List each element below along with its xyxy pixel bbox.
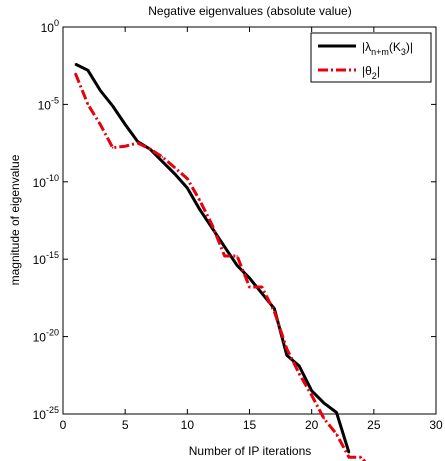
chart-title: Negative eigenvalues (absolute value) [148, 4, 351, 18]
data-point [136, 142, 139, 144]
legend-label-lambda: |λn+m(K3)| [362, 40, 413, 57]
data-point [186, 187, 189, 189]
data-point [124, 123, 126, 126]
data-point [286, 348, 288, 350]
x-tick-label: 25 [367, 418, 381, 432]
data-point [298, 365, 301, 367]
data-point [99, 89, 102, 92]
data-point [248, 286, 251, 288]
data-point [174, 173, 176, 175]
data-point [273, 311, 276, 313]
data-point [74, 72, 77, 75]
legend-label-theta: |θ2| [362, 64, 380, 81]
data-point [161, 160, 164, 163]
x-tick-label: 30 [429, 418, 443, 432]
x-tick-label: 0 [60, 418, 67, 432]
x-tick-label: 15 [243, 418, 257, 432]
data-point [223, 246, 226, 248]
data-point [236, 255, 238, 257]
legend-box [310, 32, 432, 83]
data-point [211, 224, 213, 226]
data-point [286, 354, 288, 357]
data-point [199, 208, 201, 211]
y-tick-label: 100 [41, 18, 59, 35]
data-point [335, 433, 338, 435]
data-point [323, 402, 325, 405]
data-point [261, 292, 263, 295]
legend: |λn+m(K3)| |θ2| [310, 32, 432, 83]
y-tick-label: 10-20 [33, 328, 59, 345]
y-axis-label: magnitude of eigenvalue [8, 154, 22, 285]
y-tick-label: 10-5 [38, 95, 59, 112]
data-point [348, 456, 350, 459]
data-point [360, 456, 363, 459]
x-tick-label: 5 [122, 418, 129, 432]
data-point [323, 417, 325, 420]
data-point [310, 390, 313, 392]
data-point [298, 372, 301, 375]
data-point [273, 307, 276, 310]
x-axis-label: Number of IP iterations [189, 444, 312, 458]
data-point [174, 167, 176, 169]
data-point [111, 146, 114, 149]
data-point [87, 69, 89, 72]
data-point [248, 277, 251, 279]
axis-ticks: 0 5 10 15 20 25 30 100 10-5 10-10 10-15 10-20 10-25 [33, 18, 443, 432]
y-tick-label: 10-15 [33, 250, 59, 267]
series-group [74, 62, 367, 461]
data-point [223, 255, 226, 257]
series-line-theta [74, 72, 367, 461]
data-point [87, 103, 89, 106]
data-point [261, 286, 263, 288]
data-point [310, 394, 313, 397]
data-point [124, 145, 126, 147]
data-point [199, 199, 201, 202]
data-point [236, 264, 238, 267]
plot-area [62, 26, 437, 415]
data-point [111, 105, 114, 107]
data-point [99, 123, 102, 126]
y-tick-label: 10-10 [33, 173, 59, 190]
data-point [348, 451, 350, 454]
data-point [161, 156, 164, 158]
y-tick-label: 10-25 [33, 405, 59, 422]
data-point [335, 411, 338, 414]
data-point [74, 63, 77, 65]
x-tick-label: 10 [181, 418, 195, 432]
data-point [149, 148, 151, 150]
x-tick-label: 20 [305, 418, 319, 432]
data-point [186, 177, 189, 180]
